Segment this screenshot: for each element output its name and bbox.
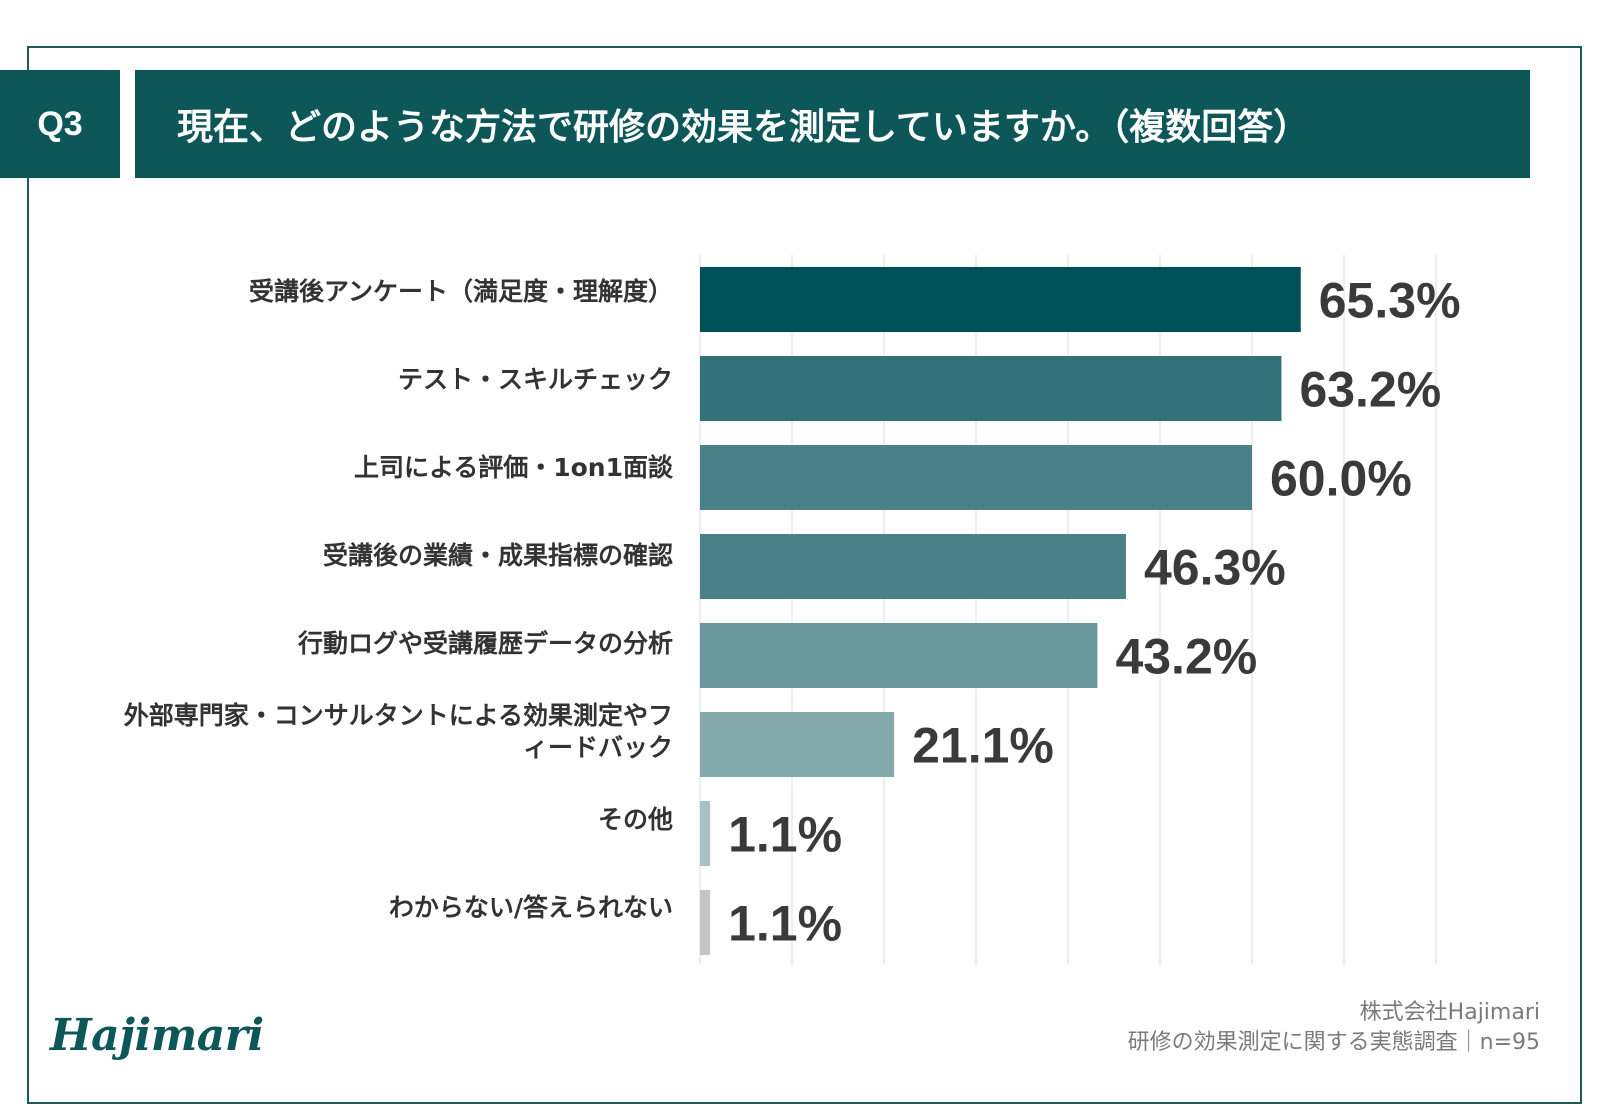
category-label: その他 [597, 805, 673, 834]
source-note: 株式会社Hajimari 研修の効果測定に関する実態調査｜n=95 [1128, 998, 1540, 1058]
bar [700, 356, 1282, 421]
bar [700, 267, 1301, 332]
value-label: 63.2% [1299, 362, 1441, 418]
category-label: 行動ログや受講履歴データの分析 [297, 629, 673, 658]
bar [700, 623, 1098, 688]
category-label: 上司による評価・1on1面談 [353, 453, 673, 482]
value-label: 46.3% [1144, 540, 1286, 596]
bar [700, 534, 1126, 599]
bar [700, 801, 711, 866]
value-label: 65.3% [1319, 273, 1461, 329]
category-label: 外部専門家・コンサルタントによる効果測定やフィードバック [123, 701, 673, 762]
frame-border [27, 46, 1582, 1104]
bar [700, 890, 711, 955]
value-label: 21.1% [912, 718, 1054, 774]
category-label: 受講後アンケート（満足度・理解度） [248, 277, 673, 306]
category-label: わからない/答えられない [388, 893, 673, 922]
hajimari-logo: Hajimari [50, 1010, 264, 1061]
value-label: 60.0% [1270, 451, 1412, 507]
value-label: 43.2% [1115, 629, 1257, 685]
bar [700, 712, 895, 777]
value-label: 1.1% [728, 807, 842, 863]
category-label: テスト・スキルチェック [397, 365, 673, 394]
company-name: 株式会社Hajimari [1359, 1000, 1540, 1025]
value-label: 1.1% [728, 896, 842, 952]
bar [700, 445, 1252, 510]
category-label: 受講後の業績・成果指標の確認 [322, 541, 673, 570]
survey-name: 研修の効果測定に関する実態調査｜n=95 [1127, 1030, 1540, 1055]
question-badge: Q3 [0, 70, 120, 178]
question-title: 現在、どのような方法で研修の効果を測定していますか。（複数回答） [135, 70, 1530, 178]
